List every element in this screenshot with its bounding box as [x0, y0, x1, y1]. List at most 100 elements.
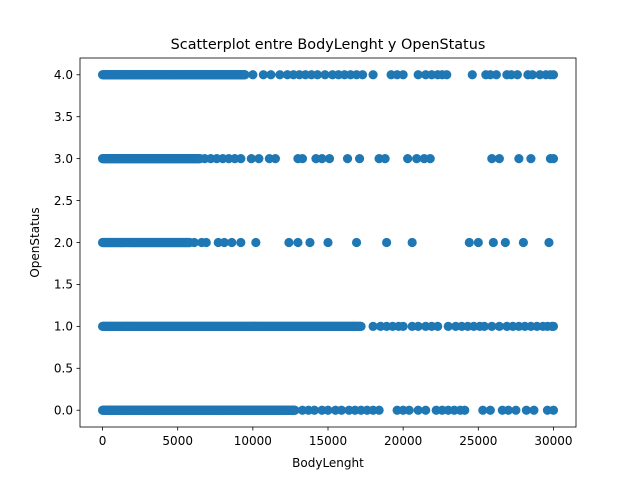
- data-point: [246, 154, 256, 164]
- data-point: [500, 237, 510, 248]
- data-point: [227, 237, 237, 248]
- data-point: [494, 154, 504, 164]
- data-point: [442, 70, 452, 80]
- points-layer: [97, 70, 559, 415]
- data-point: [503, 405, 513, 415]
- data-point: [354, 154, 365, 164]
- data-point: [309, 405, 320, 415]
- data-point: [467, 70, 477, 80]
- data-point: [312, 70, 323, 80]
- x-tick-label: 5000: [162, 434, 193, 448]
- data-point: [514, 154, 524, 164]
- data-point: [382, 237, 392, 248]
- y-tick-label: 1.0: [54, 320, 73, 334]
- data-point: [368, 321, 378, 331]
- data-point: [443, 321, 453, 331]
- data-point: [548, 154, 559, 164]
- data-point: [317, 154, 327, 164]
- y-tick-label: 4.0: [54, 68, 73, 82]
- data-point: [219, 237, 229, 248]
- data-point: [548, 321, 559, 331]
- data-point: [413, 405, 423, 415]
- data-point: [248, 70, 258, 80]
- data-point: [356, 321, 366, 331]
- x-tick-label: 30000: [534, 434, 572, 448]
- data-point: [407, 237, 417, 248]
- data-point: [518, 237, 528, 248]
- data-point: [342, 154, 353, 164]
- data-point: [526, 154, 536, 164]
- data-point: [293, 237, 303, 248]
- data-point: [485, 405, 495, 415]
- data-point: [236, 237, 246, 248]
- y-tick-label: 2.5: [54, 194, 73, 208]
- y-tick-label: 3.5: [54, 110, 73, 124]
- data-point: [548, 70, 559, 80]
- data-point: [351, 237, 362, 248]
- data-point: [491, 70, 501, 80]
- chart-title: Scatterplot entre BodyLenght y OpenStatu…: [171, 37, 486, 53]
- axis-ticks: 0 5000 10000 15000 20000 25000 30000 0.0 0.5 1.0 1…: [54, 68, 573, 448]
- data-point: [324, 154, 335, 164]
- data-point: [479, 321, 489, 331]
- plot-frame: [79, 57, 577, 428]
- data-point: [357, 70, 368, 80]
- data-point: [189, 237, 199, 248]
- y-tick-label: 0.0: [54, 404, 73, 418]
- data-point: [323, 237, 333, 248]
- y-axis-label: OpenStatus: [28, 207, 42, 277]
- data-point: [413, 321, 423, 331]
- data-point: [374, 405, 384, 415]
- data-point: [478, 405, 488, 415]
- data-point: [270, 154, 280, 164]
- data-point: [236, 154, 246, 164]
- data-point: [488, 237, 498, 248]
- data-point: [425, 154, 435, 164]
- data-point: [433, 321, 443, 331]
- data-point: [251, 237, 261, 248]
- data-point: [521, 405, 532, 415]
- data-point: [544, 237, 554, 248]
- data-point: [412, 154, 422, 164]
- data-point: [201, 237, 211, 248]
- data-point: [413, 70, 423, 80]
- data-point: [284, 237, 294, 248]
- data-point: [464, 237, 474, 248]
- data-point: [487, 321, 497, 331]
- data-point: [305, 237, 315, 248]
- data-point: [529, 405, 539, 415]
- x-tick-label: 15000: [309, 434, 347, 448]
- data-point: [548, 405, 559, 415]
- data-point: [254, 154, 264, 164]
- data-point: [494, 321, 504, 331]
- x-tick-label: 0: [99, 434, 107, 448]
- data-point: [511, 405, 521, 415]
- x-tick-label: 25000: [459, 434, 497, 448]
- data-point: [266, 70, 276, 80]
- data-point: [421, 405, 431, 415]
- y-tick-label: 2.0: [54, 236, 73, 250]
- x-tick-label: 10000: [234, 434, 272, 448]
- data-point: [320, 70, 330, 80]
- data-point: [512, 70, 522, 80]
- data-point: [460, 405, 470, 415]
- data-point: [368, 70, 378, 80]
- data-point: [323, 405, 333, 415]
- x-axis-label: BodyLenght: [292, 456, 364, 470]
- data-point: [404, 405, 414, 415]
- data-point: [240, 70, 250, 80]
- y-tick-label: 0.5: [54, 362, 73, 376]
- data-point: [403, 154, 413, 164]
- data-point: [297, 154, 308, 164]
- data-point: [290, 405, 300, 415]
- data-point: [527, 70, 538, 80]
- y-tick-label: 3.0: [54, 152, 73, 166]
- data-point: [487, 154, 497, 164]
- x-tick-label: 20000: [384, 434, 422, 448]
- data-point: [398, 70, 408, 80]
- y-tick-label: 1.5: [54, 278, 73, 292]
- data-point: [258, 70, 268, 80]
- data-point: [336, 405, 347, 415]
